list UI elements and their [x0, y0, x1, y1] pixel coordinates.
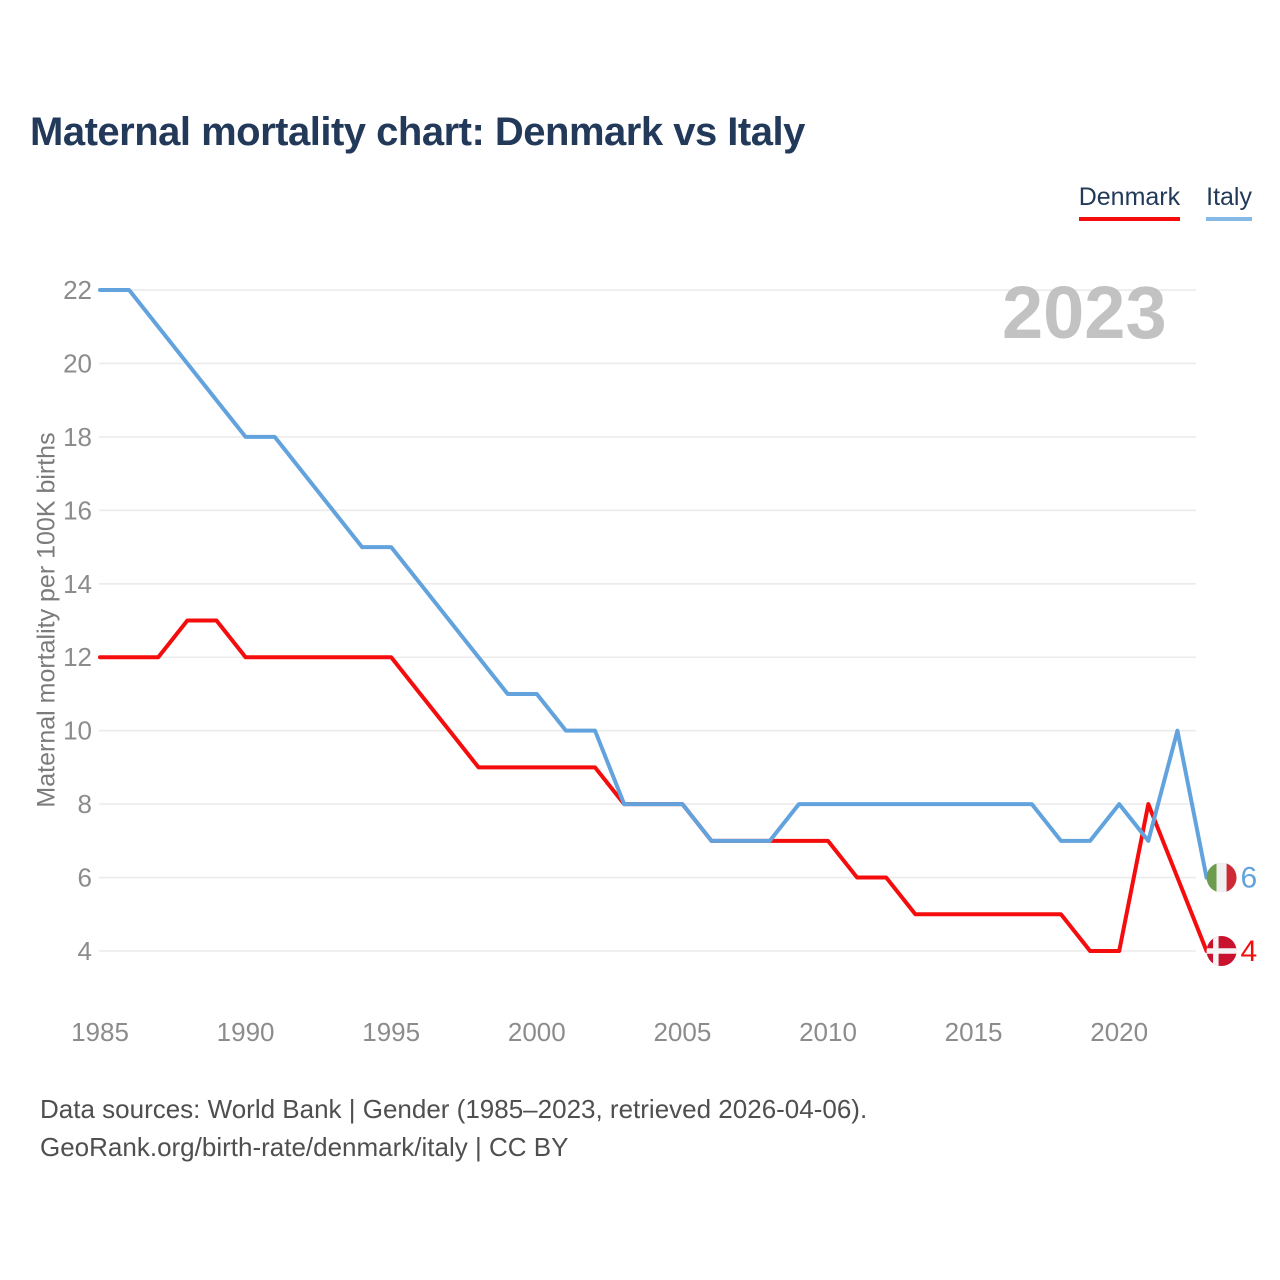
x-tick-label: 1995 [362, 1017, 420, 1047]
footer-attribution-line: GeoRank.org/birth-rate/denmark/italy | C… [40, 1132, 569, 1162]
italy-end-value: 6 [1241, 862, 1258, 895]
denmark-line [98, 618, 1209, 953]
legend: Denmark Italy [1078, 183, 1252, 221]
page-title: Maternal mortality chart: Denmark vs Ita… [30, 110, 805, 154]
watermark-year: 2023 [1002, 271, 1167, 354]
x-tick-label: 2005 [653, 1017, 711, 1047]
y-tick-label: 6 [78, 863, 92, 893]
x-tick-label: 2010 [799, 1017, 857, 1047]
denmark-flag [1206, 936, 1237, 966]
x-tick-label: 1990 [217, 1017, 275, 1047]
x-tick-label: 2000 [508, 1017, 566, 1047]
italy-flag [1206, 862, 1237, 893]
x-tick-label: 2015 [945, 1017, 1003, 1047]
y-tick-label: 4 [78, 936, 92, 966]
y-tick-label: 8 [78, 789, 92, 819]
italy-line [98, 288, 1209, 880]
y-axis-title: Maternal mortality per 100K births [32, 432, 61, 808]
y-tick-label: 14 [63, 569, 92, 599]
x-tick-label: 2020 [1090, 1017, 1148, 1047]
x-tick-label: 1985 [71, 1017, 129, 1047]
legend-item-italy[interactable]: Italy [1206, 183, 1252, 221]
y-tick-label: 18 [63, 422, 92, 452]
denmark-end-value: 4 [1241, 935, 1258, 968]
footer: Data sources: World Bank | Gender (1985–… [40, 1090, 867, 1166]
y-tick-label: 12 [63, 642, 92, 672]
y-tick-label: 20 [63, 348, 92, 378]
footer-sources-line: Data sources: World Bank | Gender (1985–… [40, 1094, 868, 1124]
y-tick-label: 22 [63, 275, 92, 305]
y-tick-label: 10 [63, 716, 92, 746]
legend-item-denmark[interactable]: Denmark [1078, 183, 1181, 221]
y-tick-label: 16 [63, 495, 92, 525]
